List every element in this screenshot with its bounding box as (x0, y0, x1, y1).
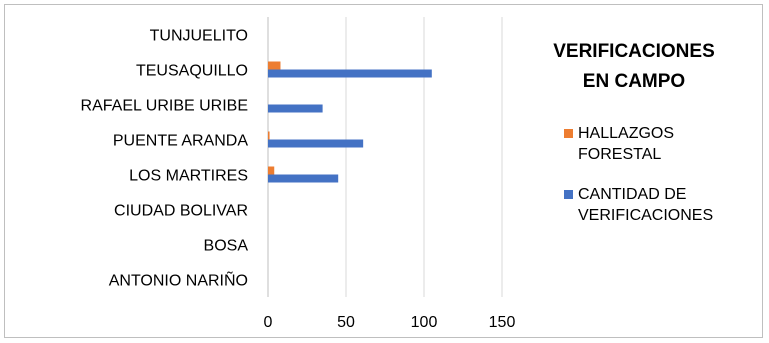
x-tick-label: 0 (264, 314, 273, 331)
bar-cantidad-de-verificaciones (268, 69, 432, 78)
bar-hallazgos-forestal (268, 61, 281, 70)
x-tick-labels: 0 50 100 150 (264, 314, 516, 331)
category-label: TUNJUELITO (150, 28, 248, 45)
x-tick-label: 50 (337, 314, 355, 331)
bar-cantidad-de-verificaciones (268, 174, 339, 183)
legend: HALLAZGOS FORESTAL CANTIDAD DE VERIFICACION… (564, 125, 713, 224)
legend-label: FORESTAL (578, 146, 661, 163)
category-labels: ANTONIO NARIÑO BOSA CIUDAD BOLIVAR LOS MART… (81, 28, 249, 290)
legend-swatch (564, 129, 573, 138)
x-tick-label: 150 (489, 314, 516, 331)
bar-chart: ANTONIO NARIÑO BOSA CIUDAD BOLIVAR LOS MART… (81, 17, 715, 331)
chart-title-line: VERIFICACIONES (553, 41, 715, 62)
legend-label: CANTIDAD DE (578, 186, 686, 203)
category-label: CIUDAD BOLIVAR (114, 203, 248, 220)
category-label: ANTONIO NARIÑO (109, 270, 248, 290)
bar-cantidad-de-verificaciones (268, 104, 323, 113)
category-label: BOSA (204, 238, 249, 255)
legend-label: HALLAZGOS (578, 125, 674, 142)
category-label: PUENTE ARANDA (113, 133, 248, 150)
bar-cantidad-de-verificaciones (268, 139, 364, 148)
bars (268, 61, 432, 183)
bar-hallazgos-forestal (268, 131, 270, 140)
chart-frame: ANTONIO NARIÑO BOSA CIUDAD BOLIVAR LOS MART… (4, 4, 763, 338)
category-label: LOS MARTIRES (129, 168, 248, 185)
category-label: TEUSAQUILLO (136, 63, 248, 80)
chart-title: VERIFICACIONES EN CAMPO (553, 41, 715, 92)
legend-swatch (564, 190, 573, 199)
category-label: RAFAEL URIBE URIBE (81, 98, 248, 115)
legend-label: VERIFICACIONES (578, 207, 713, 224)
x-tick-label: 100 (411, 314, 438, 331)
bar-hallazgos-forestal (268, 166, 275, 175)
chart-title-line: EN CAMPO (583, 71, 685, 92)
gridlines (267, 17, 503, 297)
